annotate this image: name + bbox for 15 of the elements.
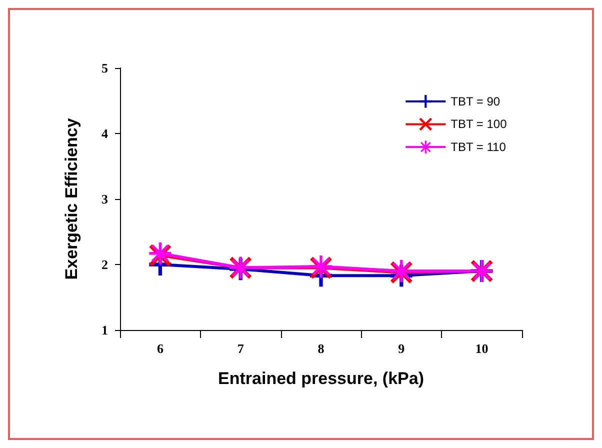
y-tick-label: 4 — [102, 126, 108, 141]
y-tick-label: 3 — [102, 192, 108, 206]
x-tick-label: 10 — [475, 341, 488, 356]
y-tick-label: 2 — [102, 257, 108, 272]
legend-label: TBT = 90 — [450, 94, 500, 108]
x-tick-label: 7 — [237, 341, 244, 356]
y-axis-title: Exergetic Efficiency — [62, 118, 81, 280]
legend-label: TBT = 100 — [450, 117, 508, 132]
x-tick-label: 6 — [156, 341, 164, 356]
legend-label: TBT = 110 — [450, 140, 506, 154]
x-tick-label: 9 — [398, 341, 406, 356]
y-tick-label: 1 — [102, 322, 108, 338]
x-axis-title: Entrained pressure, (kPa) — [218, 369, 424, 388]
y-tick-label: 5 — [102, 60, 108, 76]
x-tick-label: 8 — [318, 341, 325, 356]
